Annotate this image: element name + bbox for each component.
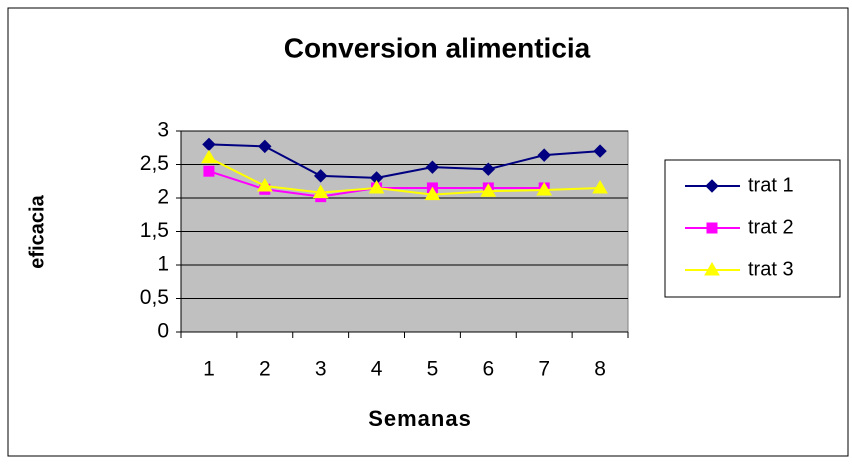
marker xyxy=(593,144,607,158)
legend-marker xyxy=(705,179,719,193)
y-tick-label: 3 xyxy=(157,119,169,142)
series-line xyxy=(208,143,601,179)
legend-marker xyxy=(706,222,718,234)
x-tick-label: 7 xyxy=(538,358,550,381)
marker xyxy=(313,169,328,183)
marker xyxy=(480,183,497,197)
marker xyxy=(203,165,215,177)
marker xyxy=(312,184,329,199)
chart-title: Conversion alimenticia xyxy=(284,32,591,63)
y-tick-label: 0,5 xyxy=(140,286,169,309)
y-tick-label: 2,5 xyxy=(140,152,169,175)
marker xyxy=(481,162,496,176)
x-tick-label: 6 xyxy=(482,358,494,381)
x-tick-label: 2 xyxy=(259,358,271,381)
marker xyxy=(425,160,440,174)
marker xyxy=(201,149,217,164)
series-line xyxy=(208,156,601,196)
marker xyxy=(368,179,385,194)
x-axis-label: Semanas xyxy=(368,406,472,431)
marker xyxy=(256,177,273,192)
y-tick-label: 0 xyxy=(157,320,169,343)
marker xyxy=(592,179,608,194)
legend-marker xyxy=(704,262,720,276)
x-tick-label: 1 xyxy=(203,358,215,381)
x-tick-label: 5 xyxy=(427,358,439,381)
x-tick-label: 3 xyxy=(315,358,327,381)
marker xyxy=(258,139,272,154)
y-tick-label: 2 xyxy=(157,186,169,209)
marker xyxy=(424,186,441,201)
y-tick-label: 1,5 xyxy=(140,219,169,242)
x-tick-label: 4 xyxy=(371,358,383,381)
x-tick-label: 8 xyxy=(594,358,606,381)
legend-label: trat 3 xyxy=(748,258,794,280)
marker xyxy=(536,181,553,196)
marker xyxy=(537,148,551,162)
y-tick-label: 1 xyxy=(157,253,169,276)
legend-label: trat 1 xyxy=(748,174,794,196)
y-axis-label: eficacia xyxy=(26,194,48,268)
legend-label: trat 2 xyxy=(748,216,794,238)
